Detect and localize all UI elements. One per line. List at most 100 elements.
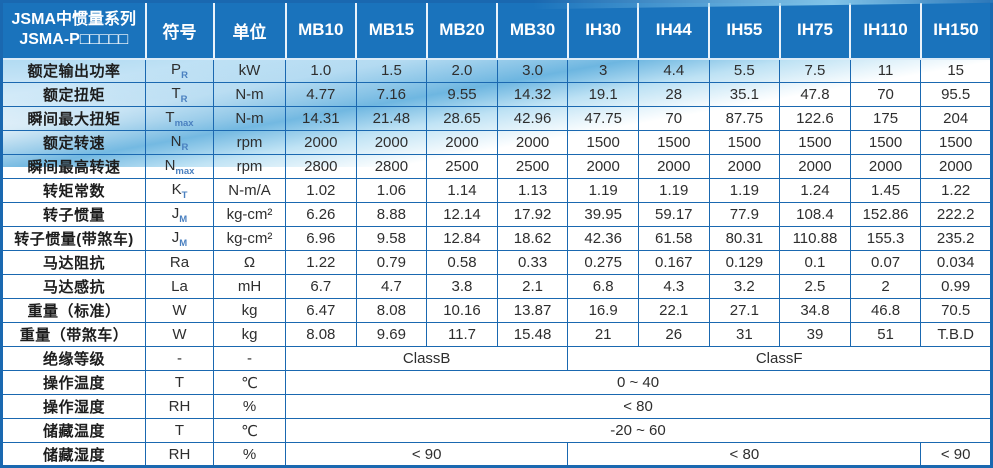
value-cell: 61.58: [637, 226, 710, 251]
value-cell: 27.1: [708, 298, 781, 323]
value-cell: 18.62: [496, 226, 569, 251]
value-cell: 1.24: [779, 178, 851, 203]
value-cell: 2000: [708, 154, 781, 179]
row-unit: N-m: [213, 106, 286, 131]
value-cell: 2800: [285, 154, 357, 179]
value-cell: 8.88: [355, 202, 428, 227]
value-cell: 7.5: [779, 58, 851, 83]
row-label: 储藏湿度: [1, 442, 146, 467]
value-cell: 47.8: [779, 82, 851, 107]
value-cell: 2000: [285, 130, 357, 155]
column-header-IH150: IH150: [919, 1, 992, 60]
value-cell: 1.13: [496, 178, 569, 203]
value-cell: 204: [920, 106, 992, 131]
row-label: 操作湿度: [1, 394, 146, 419]
value-cell: 0.167: [637, 250, 710, 275]
row-symbol: RH: [145, 442, 214, 467]
symbol-letter: T: [174, 422, 185, 439]
value-cell: 5.5: [708, 58, 781, 83]
value-cell: 2500: [496, 154, 569, 179]
table-row: 额定扭矩 TR N-m 4.77 7.16 9.55 14.32 19.1 28 35.1 47.8…: [1, 82, 992, 107]
series-title-line2: JSMA-P□□□□□: [19, 31, 129, 49]
column-header-unit: 单位: [212, 1, 287, 60]
value-cell: 2000: [920, 154, 992, 179]
value-cell: 4.3: [637, 274, 710, 299]
value-cell: 6.7: [285, 274, 357, 299]
row-unit: kg: [213, 322, 286, 347]
row-label: 额定转速: [1, 130, 146, 155]
symbol-letter: T: [165, 108, 175, 126]
row-unit: -: [213, 346, 286, 371]
value-cell: 3.0: [496, 58, 569, 83]
row-symbol: T: [145, 418, 214, 443]
value-cell: 2000: [637, 154, 710, 179]
symbol-subscript: max: [174, 117, 194, 129]
symbol-letter: W: [172, 302, 187, 319]
value-cell: 70: [637, 106, 710, 131]
value-cell: 47.75: [567, 106, 639, 131]
table-row: 瞬间最高转速 Nmax rpm 2800 2800 2500 2500 2000 2000 200…: [1, 154, 992, 179]
value-cell: 222.2: [920, 202, 992, 227]
value-cell: 1500: [567, 130, 639, 155]
value-cell: 2000: [426, 130, 498, 155]
value-cell: 2.1: [496, 274, 569, 299]
value-cell: 14.31: [285, 106, 357, 131]
value-cell: 22.1: [637, 298, 710, 323]
table-row: 储藏湿度 RH% < 90 < 80 < 90: [1, 442, 992, 467]
value-cell: 1.06: [355, 178, 428, 203]
table-row: 转矩常数 KT N-m/A 1.02 1.06 1.14 1.13 1.19 1.19 1.19 1…: [1, 178, 992, 203]
value-cell: 12.14: [426, 202, 498, 227]
value-cell: 42.36: [567, 226, 639, 251]
symbol-letter: RH: [168, 445, 191, 463]
row-symbol: JM: [145, 226, 214, 251]
value-cell: 9.58: [355, 226, 428, 251]
value-cell: 70.5: [920, 298, 992, 323]
value-cell: 2: [849, 274, 922, 299]
value-cell: 2.0: [426, 58, 498, 83]
value-cell: 2000: [567, 154, 639, 179]
row-unit: kg-cm²: [213, 226, 286, 251]
value-cell: 2000: [849, 154, 922, 179]
symbol-letter: Ra: [169, 254, 190, 271]
row-unit: N-m/A: [213, 178, 286, 203]
value-cell: 0.07: [849, 250, 922, 275]
row-unit: kW: [213, 58, 286, 83]
symbol-subscript: R: [180, 93, 188, 105]
symbol-letter: P: [171, 60, 182, 78]
value-cell: 0.1: [779, 250, 851, 275]
merged-value-cell: -20 ~ 60: [285, 418, 992, 443]
value-cell: 16.9: [567, 298, 639, 323]
symbol-letter: T: [171, 84, 181, 102]
table-row: 绝缘等级 - - ClassB ClassF: [1, 346, 992, 371]
column-header-IH30: IH30: [566, 1, 640, 60]
value-cell: 3: [567, 58, 639, 83]
column-header-IH44: IH44: [637, 1, 711, 60]
value-cell: 14.32: [496, 82, 569, 107]
value-cell: 1.22: [285, 250, 357, 275]
row-unit: %: [213, 442, 286, 467]
value-cell: 3.8: [426, 274, 498, 299]
value-cell: 4.7: [355, 274, 428, 299]
row-label: 转子惯量: [1, 202, 146, 227]
row-unit: rpm: [213, 154, 286, 179]
value-cell: 152.86: [849, 202, 922, 227]
row-unit: ℃: [213, 370, 286, 395]
value-cell: 2000: [779, 154, 851, 179]
row-unit: %: [213, 394, 286, 419]
value-cell: 1.0: [285, 58, 357, 83]
value-cell: 1500: [920, 130, 992, 155]
value-cell: 6.96: [285, 226, 357, 251]
value-cell: 28: [637, 82, 710, 107]
row-unit: N-m: [213, 82, 286, 107]
row-symbol: PR: [145, 58, 214, 83]
value-cell: 9.55: [426, 82, 498, 107]
row-unit: kg-cm²: [213, 202, 286, 227]
value-cell: 1500: [779, 130, 851, 155]
value-cell: 95.5: [920, 82, 992, 107]
row-symbol: KT: [145, 178, 214, 203]
value-cell: 0.33: [496, 250, 569, 275]
